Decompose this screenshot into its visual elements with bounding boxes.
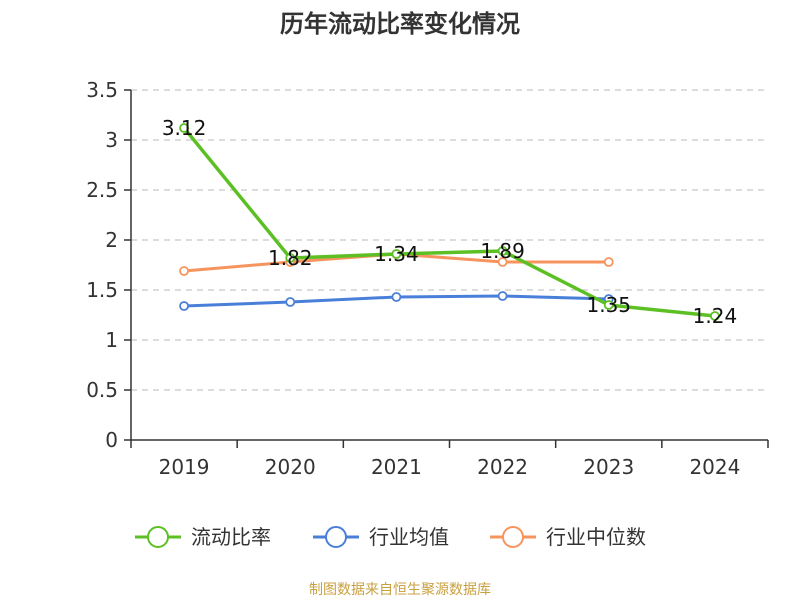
legend-marker (502, 526, 524, 548)
data-point[interactable] (391, 249, 402, 259)
x-tick-label: 2022 (477, 455, 528, 479)
data-point[interactable] (179, 301, 189, 311)
legend-marker (147, 526, 169, 548)
source-note: 制图数据来自恒生聚源数据库 (309, 582, 491, 598)
data-point[interactable] (497, 257, 508, 267)
y-tick-label: 1 (105, 328, 118, 352)
x-tick-label: 2024 (689, 455, 740, 479)
y-tick-label: 2 (105, 228, 118, 252)
data-label: 1.82 (268, 246, 313, 270)
data-point[interactable] (285, 297, 296, 307)
data-label: 1.35 (586, 293, 631, 317)
y-tick-label: 0.5 (86, 378, 118, 402)
series-line (182, 126, 716, 318)
y-tick-label: 1.5 (86, 278, 118, 302)
y-tick-label: 0 (105, 428, 118, 452)
y-tick-label: 3 (105, 128, 118, 152)
data-point[interactable] (603, 257, 614, 267)
data-point[interactable] (710, 311, 720, 321)
axes: 0 0.5 1 1.5 2 2.5 3 3.5 2019 2020 2021 2022 2023 2024 (86, 78, 769, 479)
data-label: 1.34 (374, 242, 419, 266)
series-0 (179, 123, 720, 321)
data-point[interactable] (497, 291, 508, 301)
data-label: 1.24 (693, 304, 738, 328)
series-1 (179, 291, 614, 311)
data-point[interactable] (391, 292, 402, 302)
x-tick-label: 2019 (159, 455, 210, 479)
x-tick-label: 2021 (371, 455, 422, 479)
series-layer (179, 123, 720, 321)
legend-label: 流动比率 (191, 525, 271, 549)
legend-item[interactable]: 流动比率 (135, 525, 271, 549)
legend-item[interactable]: 行业中位数 (490, 525, 646, 549)
y-tick-label: 2.5 (86, 178, 118, 202)
legend: 流动比率 行业均值 行业中位数 (135, 525, 646, 549)
x-tick-label: 2020 (265, 455, 316, 479)
data-label: 3.12 (162, 116, 207, 140)
data-label: 1.89 (480, 239, 525, 263)
legend-marker (325, 526, 347, 548)
data-point[interactable] (179, 266, 189, 276)
legend-item[interactable]: 行业均值 (313, 525, 449, 549)
chart-title: 历年流动比率变化情况 (280, 10, 520, 38)
data-point[interactable] (497, 246, 508, 256)
data-point[interactable] (179, 123, 189, 133)
data-point[interactable] (285, 253, 296, 263)
y-tick-label: 3.5 (86, 78, 118, 102)
legend-label: 行业均值 (369, 525, 449, 549)
data-point[interactable] (603, 300, 614, 310)
x-tick-label: 2023 (583, 455, 634, 479)
legend-label: 行业中位数 (546, 525, 646, 549)
data-labels: 3.12 1.82 1.34 1.89 1.35 1.24 (162, 116, 737, 328)
grid (131, 89, 768, 391)
